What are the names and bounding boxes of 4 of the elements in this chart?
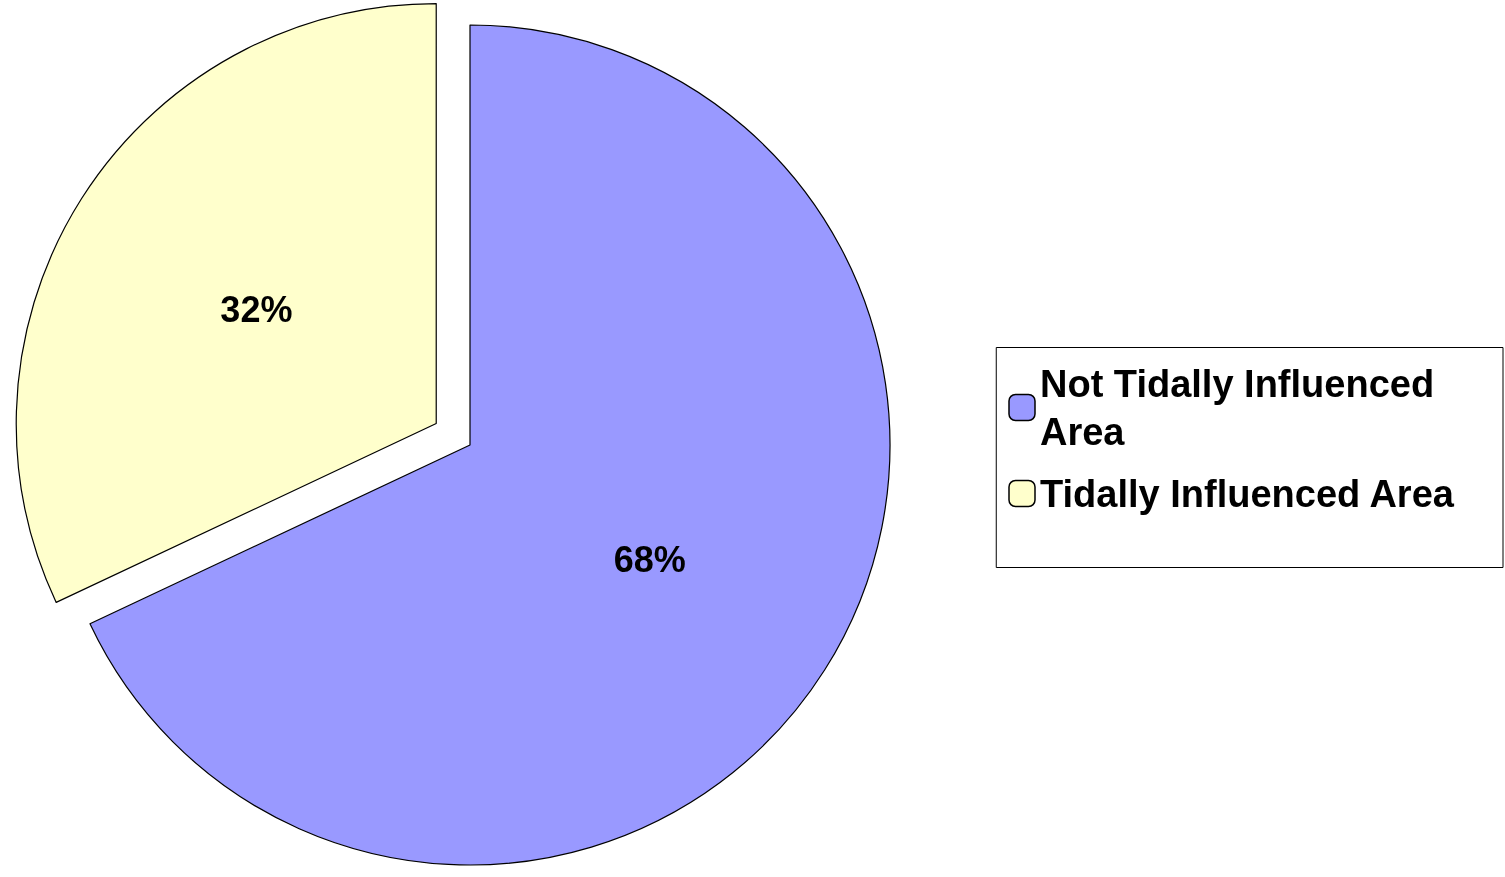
data-label: 68%: [613, 538, 686, 580]
data-label: 32%: [220, 288, 293, 330]
legend-label: Not Tidally Influenced Area: [1040, 362, 1445, 453]
legend-label: Tidally Influenced Area: [1040, 472, 1455, 515]
